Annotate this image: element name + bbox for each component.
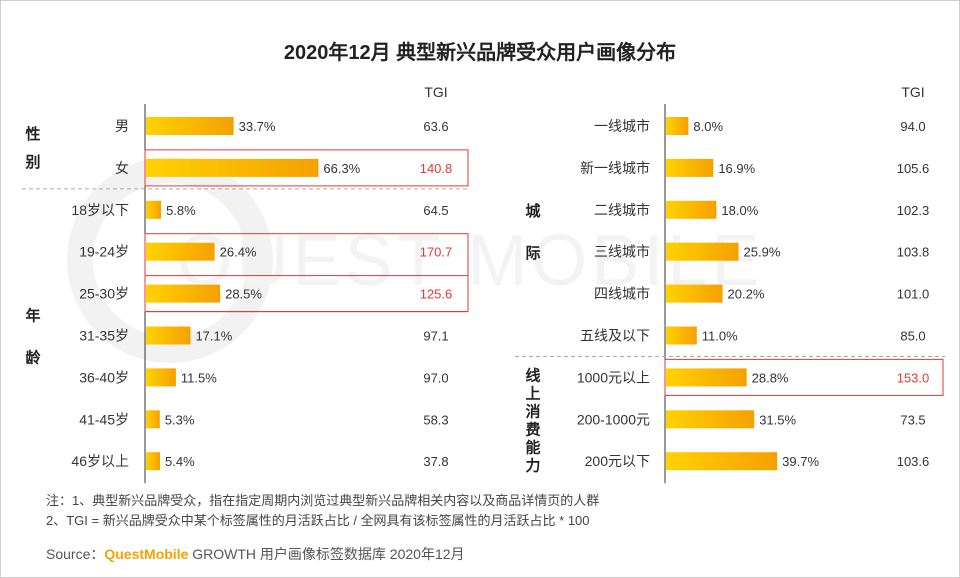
source-brand: QuestMobile: [104, 546, 189, 562]
category-label: 四线城市: [594, 286, 650, 302]
group-label-char: 力: [525, 456, 540, 474]
tgi-value: 140.8: [420, 161, 453, 176]
bar: [666, 242, 739, 261]
tgi-value: 125.6: [420, 287, 453, 302]
bar-value-label: 33.7%: [239, 119, 276, 134]
tgi-value: 37.8: [423, 454, 448, 469]
bar: [666, 326, 697, 345]
tgi-header: TGI: [901, 84, 924, 100]
bar-value-label: 18.0%: [721, 203, 758, 218]
tgi-value: 63.6: [423, 119, 448, 134]
tgi-value: 85.0: [900, 329, 925, 344]
tgi-value: 102.3: [897, 203, 930, 218]
bar: [146, 117, 234, 135]
category-label: 25-30岁: [79, 286, 129, 302]
category-label: 新一线城市: [580, 160, 650, 176]
bar: [146, 158, 319, 177]
bar: [666, 410, 755, 429]
tgi-value: 105.6: [897, 161, 930, 176]
bar-value-label: 28.8%: [752, 370, 789, 385]
category-label: 200元以下: [585, 453, 650, 469]
bar-value-label: 5.8%: [166, 203, 196, 218]
bar-value-label: 66.3%: [323, 161, 360, 176]
category-label: 36-40岁: [79, 369, 129, 385]
bar: [146, 410, 160, 429]
category-label: 女: [115, 160, 129, 176]
source-prefix: Source：: [46, 546, 105, 562]
tgi-value: 103.8: [897, 245, 930, 260]
tgi-value: 58.3: [423, 412, 448, 427]
bar: [666, 200, 717, 219]
group-label-char: 年: [25, 307, 40, 325]
bar: [146, 368, 176, 387]
group-label-char: 龄: [25, 349, 41, 367]
bar: [146, 242, 215, 261]
category-label: 男: [115, 118, 129, 134]
group-label-char: 上: [525, 385, 540, 402]
bar-value-label: 11.0%: [702, 329, 738, 344]
category-label: 19-24岁: [79, 244, 129, 260]
note-line-2: 2、TGI = 新兴品牌受众中某个标签属性的月活跃占比 / 全网具有该标签属性的…: [46, 513, 590, 528]
highlight-box: [144, 275, 469, 313]
category-label: 三线城市: [594, 244, 650, 260]
category-label: 二线城市: [594, 202, 650, 218]
bar-value-label: 26.4%: [220, 245, 257, 260]
group-label-char: 性: [25, 125, 40, 143]
tgi-value: 73.5: [900, 412, 925, 427]
group-label-char: 城: [525, 202, 540, 220]
bar-value-label: 17.1%: [195, 329, 232, 344]
tgi-value: 94.0: [900, 119, 925, 134]
highlight-box: [664, 358, 944, 396]
tgi-value: 97.1: [423, 329, 448, 344]
category-label: 200-1000元: [577, 411, 650, 427]
tgi-value: 153.0: [897, 370, 930, 385]
category-label: 1000元以上: [577, 369, 650, 385]
source-line: Source：QuestMobile GROWTH 用户画像标签数据库 2020…: [46, 544, 465, 564]
source-text: GROWTH 用户画像标签数据库 2020年12月: [188, 546, 465, 562]
group-label-char: 消: [525, 402, 540, 420]
bar: [666, 158, 714, 177]
category-label: 46岁以上: [71, 453, 129, 469]
category-label: 31-35岁: [79, 328, 129, 344]
category-label: 五线及以下: [580, 328, 650, 344]
bar: [146, 452, 161, 471]
bar-value-label: 31.5%: [759, 412, 796, 427]
group-label-char: 际: [525, 245, 540, 262]
bar: [146, 200, 162, 219]
bar-value-label: 11.5%: [181, 370, 217, 385]
bar: [146, 284, 221, 303]
highlight-box: [144, 149, 469, 187]
category-label: 18岁以下: [71, 202, 129, 218]
chart-title: 2020年12月 典型新兴品牌受众用户画像分布: [283, 42, 677, 64]
tgi-value: 101.0: [897, 287, 930, 302]
bar: [666, 117, 689, 135]
bar-value-label: 16.9%: [718, 161, 755, 176]
tgi-value: 103.6: [897, 454, 930, 469]
group-label-char: 别: [24, 154, 40, 171]
category-label: 41-45岁: [79, 411, 129, 427]
bar-value-label: 39.7%: [782, 454, 819, 469]
tgi-value: 170.7: [420, 245, 453, 260]
tgi-value: 97.0: [423, 370, 448, 385]
group-label-char: 费: [525, 420, 540, 438]
bar-value-label: 5.4%: [165, 454, 195, 469]
group-label-char: 能: [525, 438, 540, 456]
note-line-1: 注：1、典型新兴品牌受众，指在指定周期内浏览过典型新兴品牌相关内容以及商品详情页…: [46, 493, 600, 508]
bar: [146, 326, 191, 345]
bar: [666, 368, 747, 387]
group-label-char: 线: [525, 366, 540, 384]
bar-value-label: 5.3%: [165, 412, 195, 427]
tgi-value: 64.5: [423, 203, 448, 218]
category-label: 一线城市: [594, 118, 650, 134]
tgi-header: TGI: [424, 84, 447, 100]
bar-value-label: 20.2%: [728, 287, 765, 302]
bar-value-label: 25.9%: [744, 245, 781, 260]
bar-value-label: 28.5%: [225, 287, 262, 302]
bar-value-label: 8.0%: [693, 119, 723, 134]
bar: [666, 452, 778, 471]
bar: [666, 284, 723, 303]
